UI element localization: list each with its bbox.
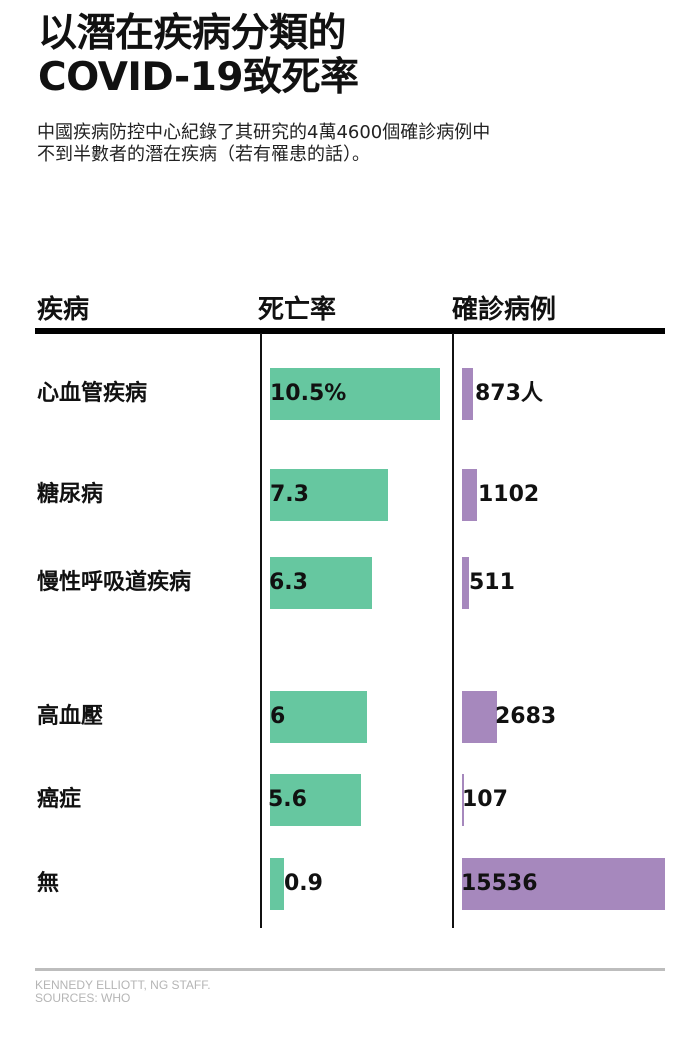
cases-bar	[462, 774, 464, 826]
column-header-disease: 疾病	[37, 295, 90, 325]
row-label: 糖尿病	[37, 482, 104, 507]
rate-column-divider	[260, 333, 262, 928]
cases-value: 15536	[461, 871, 538, 896]
column-header-cases: 確診病例	[452, 295, 557, 325]
cases-bar	[462, 368, 473, 420]
cases-value: 107	[462, 787, 508, 812]
row-label: 慢性呼吸道疾病	[37, 570, 192, 595]
chart-title: 以潛在疾病分類的 COVID-19致死率	[38, 11, 359, 100]
row-label: 心血管疾病	[37, 381, 148, 406]
chart-subtitle-line-2: 不到半數者的潛在疾病（若有罹患的話）。	[37, 144, 370, 165]
chart-title-line-1: 以潛在疾病分類的	[38, 11, 347, 56]
rate-value: 0.9	[284, 871, 323, 896]
chart-subtitle: 中國疾病防控中心紀錄了其研究的4萬4600個確診病例中 不到半數者的潛在疾病（若…	[37, 122, 490, 166]
cases-bar	[462, 557, 469, 609]
rate-value: 7.3	[270, 482, 309, 507]
chart-title-line-2: COVID-19致死率	[38, 55, 359, 100]
cases-column-divider	[452, 333, 454, 928]
column-header-rate: 死亡率	[258, 295, 337, 325]
rate-bar	[270, 858, 284, 910]
footer-rule	[35, 968, 665, 971]
rate-bar	[270, 557, 372, 609]
cases-value: 873人	[475, 381, 543, 406]
row-label: 無	[37, 871, 60, 896]
rate-bar	[270, 774, 361, 826]
rate-value: 6.3	[269, 570, 308, 595]
rate-bar	[270, 368, 440, 420]
cases-bar	[462, 691, 497, 743]
cases-value: 2683	[495, 704, 557, 729]
rate-value: 5.6	[268, 787, 307, 812]
rate-bar	[270, 691, 367, 743]
rate-bar	[270, 469, 388, 521]
rate-value: 6	[270, 704, 286, 729]
row-label: 癌症	[37, 787, 82, 812]
row-label: 高血壓	[37, 704, 104, 729]
header-rule	[35, 328, 665, 334]
cases-bar	[462, 469, 477, 521]
sources-text: SOURCES: WHO	[35, 991, 131, 1005]
credit-text: KENNEDY ELLIOTT, NG STAFF.	[35, 978, 211, 992]
cases-value: 511	[469, 570, 515, 595]
chart-subtitle-line-1: 中國疾病防控中心紀錄了其研究的4萬4600個確診病例中	[37, 122, 491, 143]
cases-value: 1102	[478, 482, 540, 507]
rate-value: 10.5%	[270, 381, 347, 406]
cases-bar	[462, 858, 665, 910]
